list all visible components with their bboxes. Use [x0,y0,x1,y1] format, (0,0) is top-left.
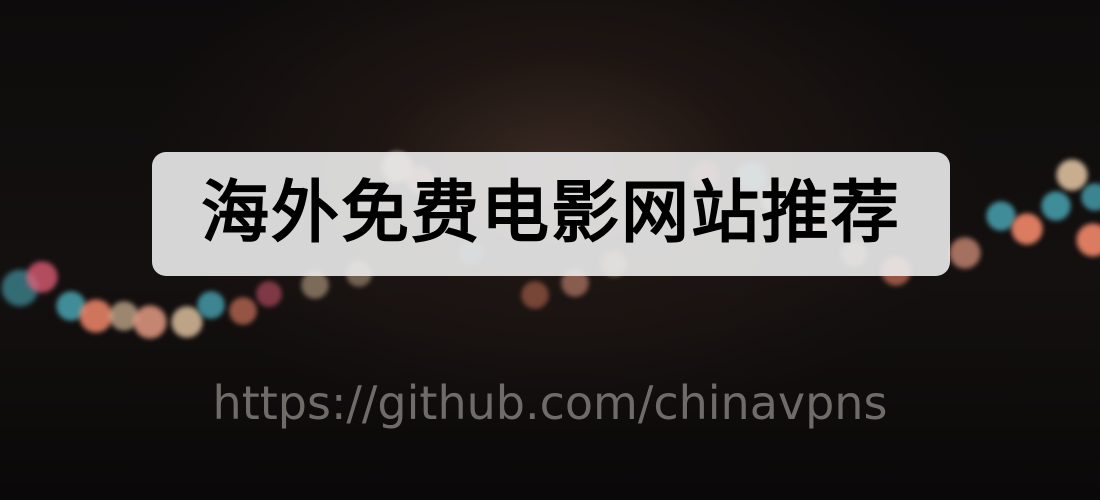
bokeh-light [1075,222,1100,258]
bokeh-light [196,290,226,320]
bokeh-light [255,280,283,308]
bokeh-light [228,296,258,326]
bokeh-light [520,280,550,310]
bokeh-light [948,236,982,270]
title-box: 海外免费电影网站推荐 [152,152,950,276]
bokeh-light [132,304,168,340]
bokeh-light [1010,212,1044,246]
banner-title: 海外免费电影网站推荐 [200,174,901,253]
bokeh-light [25,260,59,294]
bokeh-light [1040,190,1072,222]
bokeh-light [1080,182,1100,212]
banner-url: https://github.com/chinavpns [212,376,888,430]
